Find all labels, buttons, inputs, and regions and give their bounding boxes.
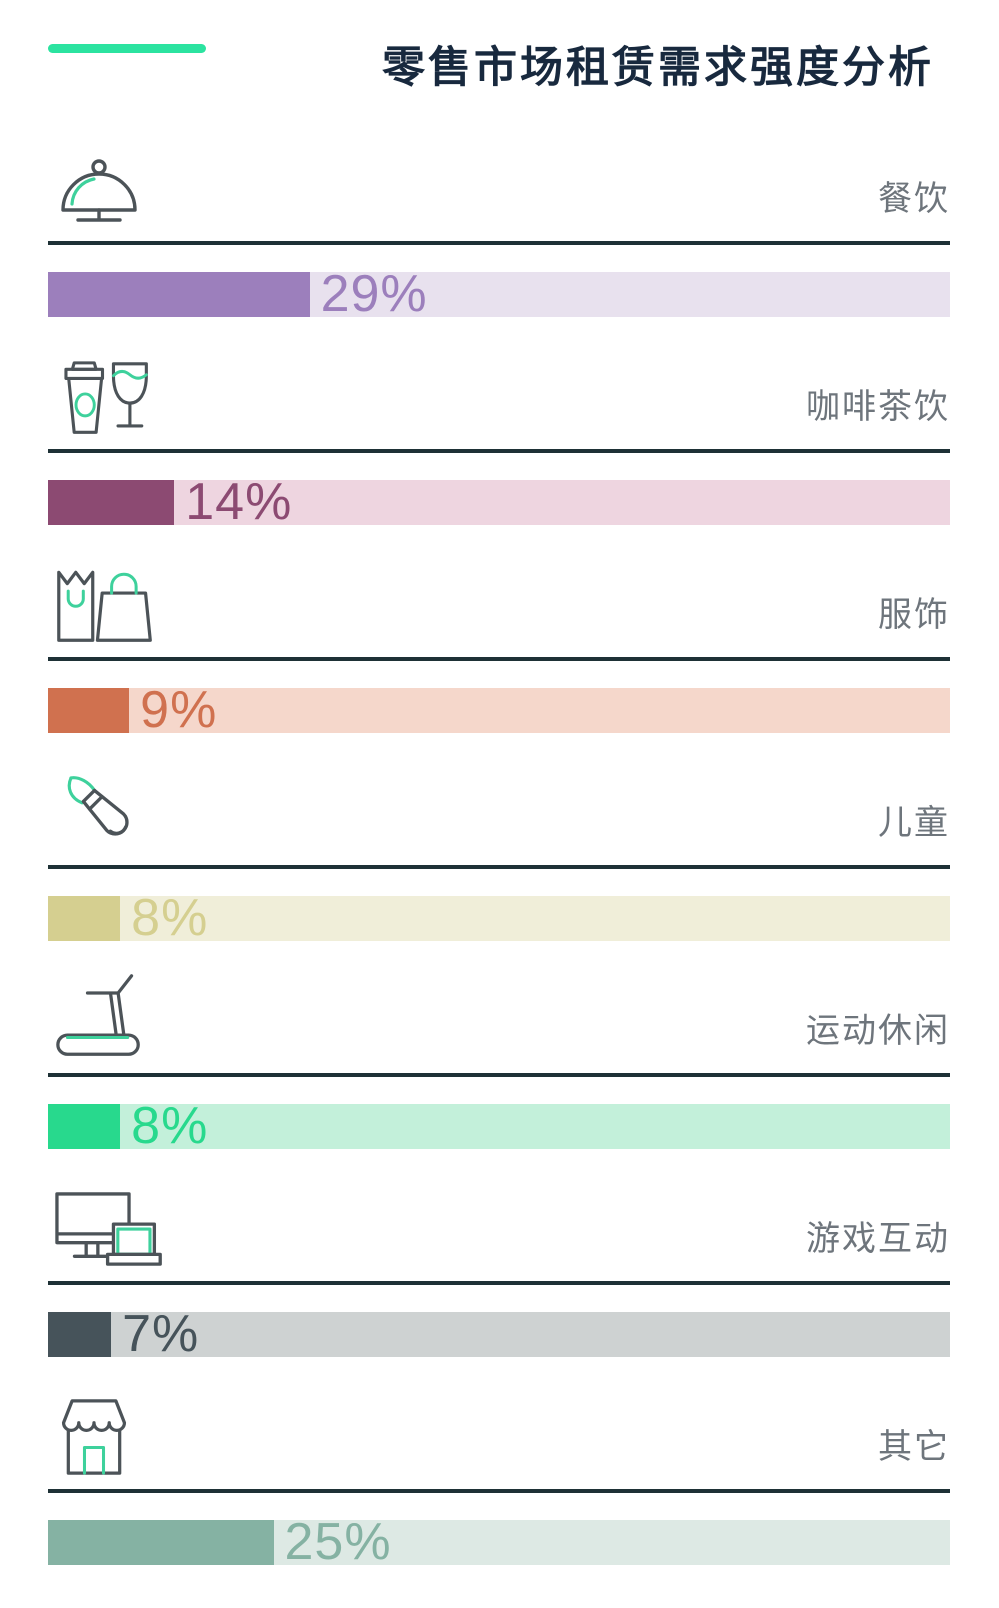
bar-track: 25% <box>48 1513 950 1571</box>
category-label: 运动休闲 <box>806 1012 950 1050</box>
row-top: 服饰 <box>48 562 950 657</box>
bar-fill <box>48 1520 274 1565</box>
bar-value: 9% <box>140 681 218 739</box>
page-title: 零售市场租赁需求强度分析 <box>382 44 934 92</box>
separator-line <box>48 1281 950 1285</box>
separator-line <box>48 241 950 245</box>
chart-row-coffee-tea: 咖啡茶饮 14% <box>48 354 950 531</box>
bar-value: 8% <box>131 1097 209 1155</box>
bar-track: 9% <box>48 681 950 739</box>
category-label: 游戏互动 <box>806 1220 950 1258</box>
cloche-icon <box>55 150 143 228</box>
category-label: 咖啡茶饮 <box>806 388 950 426</box>
row-top: 儿童 <box>48 770 950 865</box>
separator-line <box>48 1489 950 1493</box>
chart-row-sports-leisure: 运动休闲 8% <box>48 974 950 1155</box>
bar-fill <box>48 272 310 317</box>
bar-track: 7% <box>48 1305 950 1363</box>
chart-row-dining: 餐饮 29% <box>48 146 950 323</box>
computer-screens-icon <box>55 1192 168 1268</box>
row-top: 运动休闲 <box>48 974 950 1073</box>
chart-page: 零售市场租赁需求强度分析 餐饮 29% <box>48 0 950 1571</box>
row-top: 游戏互动 <box>48 1186 950 1281</box>
bar-track: 29% <box>48 265 950 323</box>
row-top: 餐饮 <box>48 146 950 241</box>
bar-fill <box>48 688 130 733</box>
separator-line <box>48 1073 950 1077</box>
bar-fill <box>48 1312 112 1357</box>
bar-track: 14% <box>48 473 950 531</box>
chart-header: 零售市场租赁需求强度分析 <box>48 0 950 146</box>
paintbrush-icon <box>55 762 145 852</box>
row-top: 其它 <box>48 1394 950 1489</box>
bar-value: 8% <box>131 889 209 947</box>
chart-row-apparel: 服饰 9% <box>48 562 950 739</box>
shopping-bags-icon <box>55 561 155 644</box>
chart-row-children: 儿童 8% <box>48 770 950 947</box>
row-top: 咖啡茶饮 <box>48 354 950 449</box>
bar-value: 14% <box>185 473 293 531</box>
title-accent-dash <box>48 44 206 53</box>
bar-value: 25% <box>284 1513 392 1571</box>
bar-fill <box>48 1104 121 1149</box>
category-label: 其它 <box>878 1428 950 1466</box>
bar-value: 29% <box>320 265 428 323</box>
chart-row-other: 其它 25% <box>48 1394 950 1571</box>
separator-line <box>48 657 950 661</box>
bar-track: 8% <box>48 1097 950 1155</box>
bar-fill <box>48 480 175 525</box>
category-label: 儿童 <box>878 804 950 842</box>
coffee-wine-icon <box>55 361 150 436</box>
bar-fill <box>48 896 121 941</box>
treadmill-icon <box>55 972 143 1060</box>
separator-line <box>48 865 950 869</box>
separator-line <box>48 449 950 453</box>
category-label: 服饰 <box>878 596 950 634</box>
storefront-icon <box>55 1398 133 1476</box>
chart-row-gaming: 游戏互动 7% <box>48 1186 950 1363</box>
bar-value: 7% <box>122 1305 200 1363</box>
bar-track: 8% <box>48 889 950 947</box>
category-label: 餐饮 <box>878 180 950 218</box>
